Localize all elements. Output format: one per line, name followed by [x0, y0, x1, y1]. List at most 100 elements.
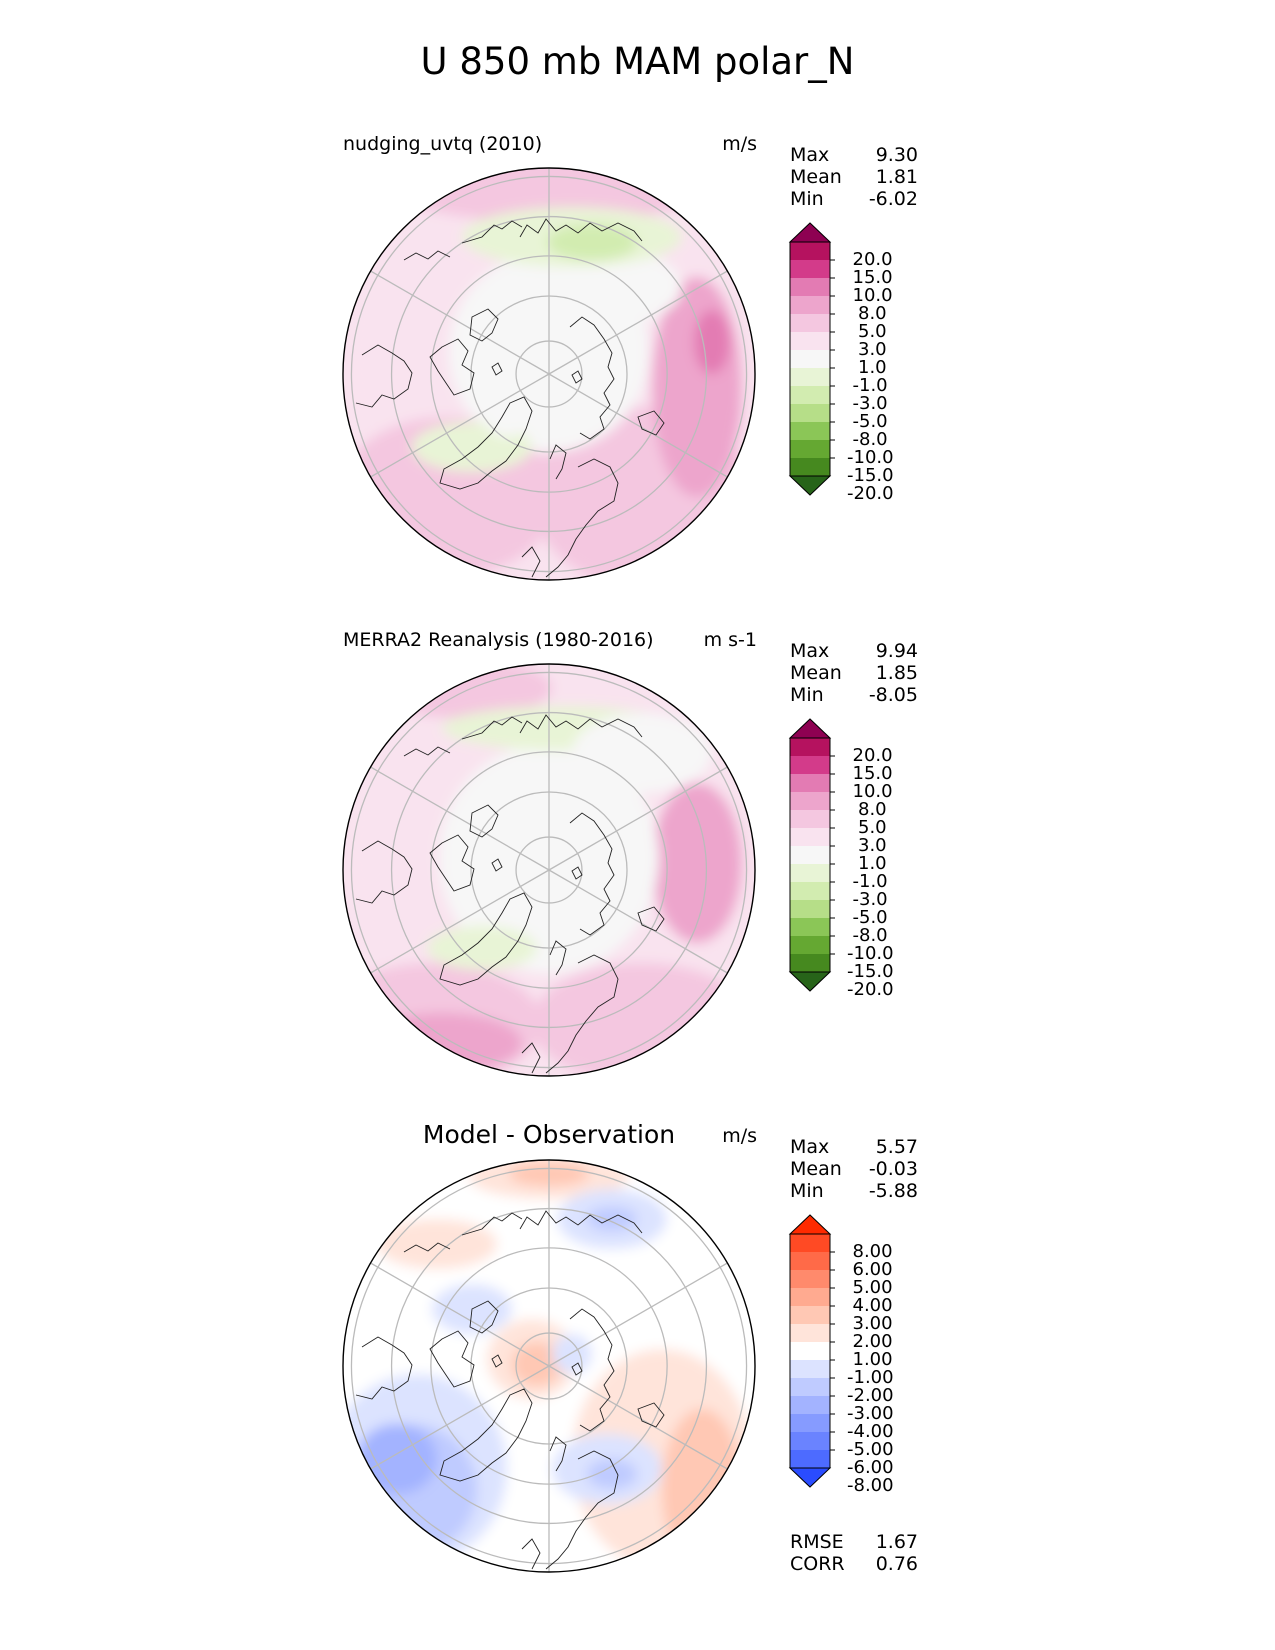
panel-left-title: nudging_uvtq (2010)	[343, 133, 543, 155]
coastline	[571, 370, 583, 384]
colorbar-label: -3.0	[852, 393, 888, 414]
colorbar-label: 8.00	[852, 1241, 893, 1262]
colorbar-segment	[790, 1396, 830, 1415]
colorbar	[788, 718, 835, 992]
contour-region	[694, 310, 730, 374]
metric-value: 0.76	[875, 1553, 918, 1575]
coastline	[439, 1388, 533, 1482]
colorbar-segment	[790, 404, 830, 423]
meridian-line	[548, 270, 728, 375]
coastline	[355, 344, 413, 408]
coastline	[461, 716, 523, 740]
colorbar-segment	[790, 846, 830, 865]
colorbar-segment	[790, 1360, 830, 1379]
stat-min: Min -5.88	[790, 1180, 918, 1202]
colorbar-extend-max	[788, 222, 832, 243]
panel-units: m s-1	[703, 629, 757, 651]
stat-value: -0.03	[868, 1158, 918, 1180]
metric-label: RMSE	[790, 1531, 844, 1553]
colorbar-label: 4.00	[852, 1295, 893, 1316]
contour-region	[652, 783, 742, 943]
colorbar-segment	[790, 1324, 830, 1343]
meridian-line	[370, 869, 550, 974]
colorbar-segment	[790, 368, 830, 387]
metric-corr: CORR 0.76	[790, 1553, 918, 1575]
colorbar-extend-max	[788, 1214, 832, 1235]
colorbar-label: -2.00	[847, 1385, 894, 1406]
colorbar-label: 3.00	[852, 1313, 893, 1334]
panel-units: m/s	[722, 1125, 757, 1147]
colorbar-label: 20.0	[852, 745, 893, 766]
colorbar-extend-min	[788, 475, 832, 496]
colorbar-segment	[790, 260, 830, 279]
stat-mean: Mean 1.81	[790, 166, 918, 188]
colorbar-label: 2.00	[852, 1331, 893, 1352]
colorbar-segment	[790, 296, 830, 315]
colorbar-label: 6.00	[852, 1259, 893, 1280]
stat-label: Min	[790, 188, 824, 210]
colorbar-label: 8.0	[858, 303, 887, 324]
contour-region	[427, 926, 537, 970]
polar-map	[342, 167, 756, 581]
stat-label: Max	[790, 144, 830, 166]
stat-value: 5.57	[875, 1136, 918, 1158]
colorbar-segment	[790, 350, 830, 369]
coastline	[571, 866, 583, 880]
stat-min: Min -6.02	[790, 188, 918, 210]
colorbar-segment	[790, 1288, 830, 1307]
colorbar-segment	[790, 440, 830, 459]
polar-map	[342, 663, 756, 1077]
colorbar-segment	[790, 242, 830, 261]
colorbar-label: -15.0	[847, 961, 894, 982]
colorbar-segment	[790, 314, 830, 333]
colorbar-segment	[790, 882, 830, 901]
colorbar-label: -8.00	[847, 1475, 894, 1496]
polar-map	[342, 1159, 756, 1573]
colorbar-segment	[790, 936, 830, 955]
panel-model: nudging_uvtq (2010) m/s Max 9.30 Mean 1.81…	[0, 125, 1275, 605]
colorbar-label: -4.00	[847, 1421, 894, 1442]
contour-region	[362, 1013, 522, 1073]
coastline	[491, 858, 503, 872]
colorbar-frame	[789, 737, 831, 973]
stats-box: Max 9.94 Mean 1.85 Min -8.05	[790, 640, 918, 706]
colorbar-segment	[790, 458, 830, 477]
coastline	[491, 1354, 503, 1368]
contour-region	[477, 357, 537, 437]
colorbar-extend-max	[788, 718, 832, 739]
stat-min: Min -8.05	[790, 684, 918, 706]
map-boundary	[342, 167, 756, 581]
coastline	[461, 1212, 523, 1236]
metric-value: 1.67	[875, 1531, 918, 1553]
meridian-line	[548, 766, 728, 871]
coastline	[569, 1308, 615, 1432]
contour-region	[547, 224, 637, 260]
colorbar-segment	[790, 1270, 830, 1289]
map-boundary	[342, 1159, 756, 1573]
contour-region	[572, 713, 712, 793]
colorbar	[788, 222, 835, 496]
stat-label: Mean	[790, 166, 842, 188]
colorbar-label: -6.00	[847, 1457, 894, 1478]
coastline	[519, 714, 643, 738]
colorbar-label: 1.0	[858, 357, 887, 378]
panel-left-title: MERRA2 Reanalysis (1980-2016)	[343, 629, 654, 651]
contour-region	[587, 1207, 637, 1231]
stat-label: Max	[790, 1136, 830, 1158]
colorbar-segment	[790, 1450, 830, 1469]
colorbar-label: -8.0	[852, 429, 888, 450]
coastline	[519, 1210, 643, 1234]
colorbar	[788, 1214, 835, 1488]
stat-label: Max	[790, 640, 830, 662]
coastline	[461, 220, 523, 244]
colorbar-label: 3.0	[858, 339, 887, 360]
colorbar-label: 20.0	[852, 249, 893, 270]
colorbar-label: -1.0	[852, 375, 888, 396]
colorbar-label: -10.0	[847, 943, 894, 964]
colorbar-label: -3.0	[852, 889, 888, 910]
colorbar-label: -1.00	[847, 1367, 894, 1388]
contour-region	[587, 1459, 637, 1489]
colorbar-label: 5.0	[858, 817, 887, 838]
meridian-line	[370, 1365, 550, 1470]
coastline	[571, 1362, 583, 1376]
